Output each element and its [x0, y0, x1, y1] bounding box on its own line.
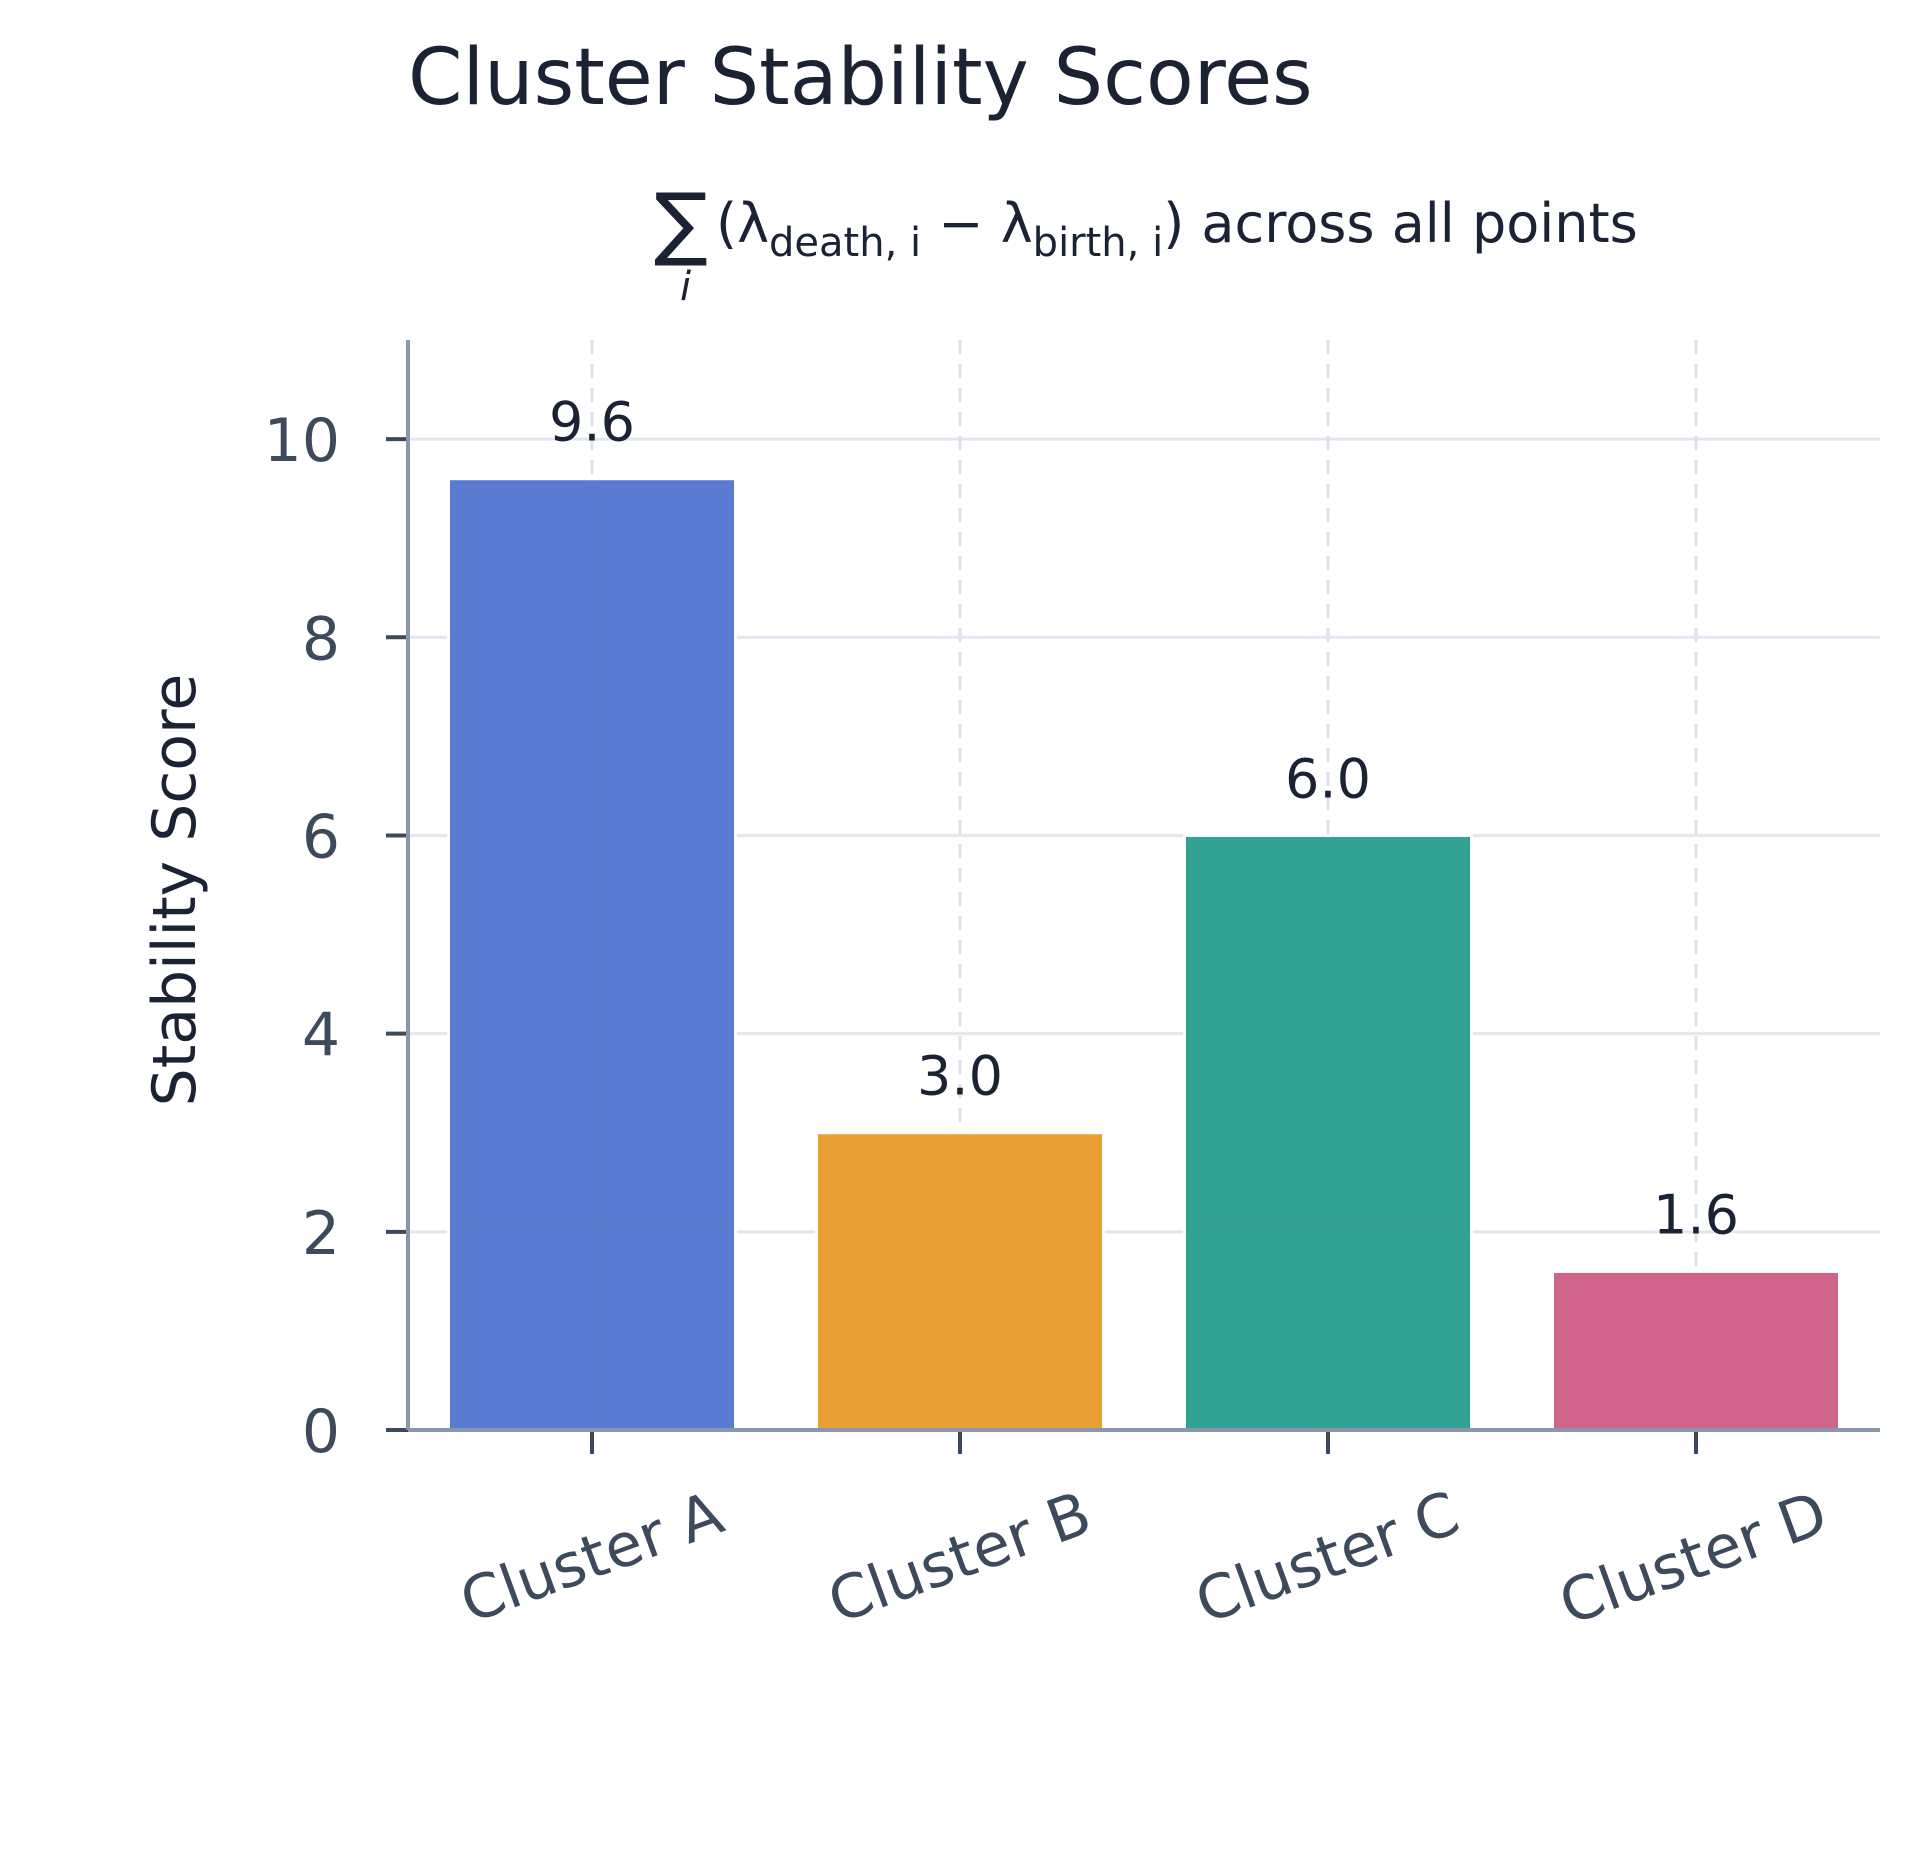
y-tick-label-10: 10: [264, 406, 340, 476]
x-axis-ticks: Cluster A Cluster B Cluster C Cluster D: [452, 1430, 1836, 1639]
vertical-gridlines: [590, 340, 1698, 1430]
subtitle-sigma: ∑: [654, 176, 708, 269]
y-tick-label-4: 4: [302, 1001, 340, 1071]
x-tick-label-3: Cluster C: [1187, 1478, 1468, 1637]
chart-title: Cluster Stability Scores: [408, 33, 1313, 123]
bar-cluster-c: [1182, 833, 1474, 1432]
subtitle-lambda-open: (λ: [716, 192, 769, 255]
subtitle-birth-sub: birth, i: [1033, 220, 1164, 266]
value-label-4: 1.6: [1653, 1183, 1739, 1246]
y-tick-label-8: 8: [302, 604, 340, 674]
y-tick-label-6: 6: [302, 802, 340, 872]
subtitle-minus: − λ: [921, 192, 1033, 255]
value-label-3: 6.0: [1285, 747, 1371, 810]
value-label-2: 3.0: [917, 1045, 1003, 1108]
bar-cluster-d: [1550, 1269, 1842, 1432]
bar-cluster-b: [814, 1131, 1106, 1432]
x-tick-label-4: Cluster D: [1551, 1478, 1836, 1639]
bar-cluster-a: [446, 477, 738, 1432]
y-tick-label-2: 2: [302, 1199, 340, 1269]
y-axis-ticks: 0 2 4 6 8 10: [264, 406, 408, 1467]
subtitle-sigma-index: i: [680, 264, 691, 310]
value-labels: 9.6 3.0 6.0 1.6: [549, 391, 1739, 1247]
bars: [446, 477, 1842, 1432]
y-tick-label-0: 0: [302, 1397, 340, 1467]
svg-text:(λdeath, i − λbirth, i) across: (λdeath, i − λbirth, i) across all point…: [716, 192, 1638, 266]
subtitle-close: ) across all points: [1163, 192, 1638, 255]
subtitle-death-sub: death, i: [769, 220, 921, 266]
chart-subtitle: ∑ i (λdeath, i − λbirth, i) across all p…: [654, 176, 1638, 310]
x-tick-label-1: Cluster A: [452, 1478, 733, 1637]
y-axis-label: Stability Score: [140, 674, 210, 1107]
value-label-1: 9.6: [549, 391, 635, 454]
x-tick-label-2: Cluster B: [819, 1478, 1100, 1637]
